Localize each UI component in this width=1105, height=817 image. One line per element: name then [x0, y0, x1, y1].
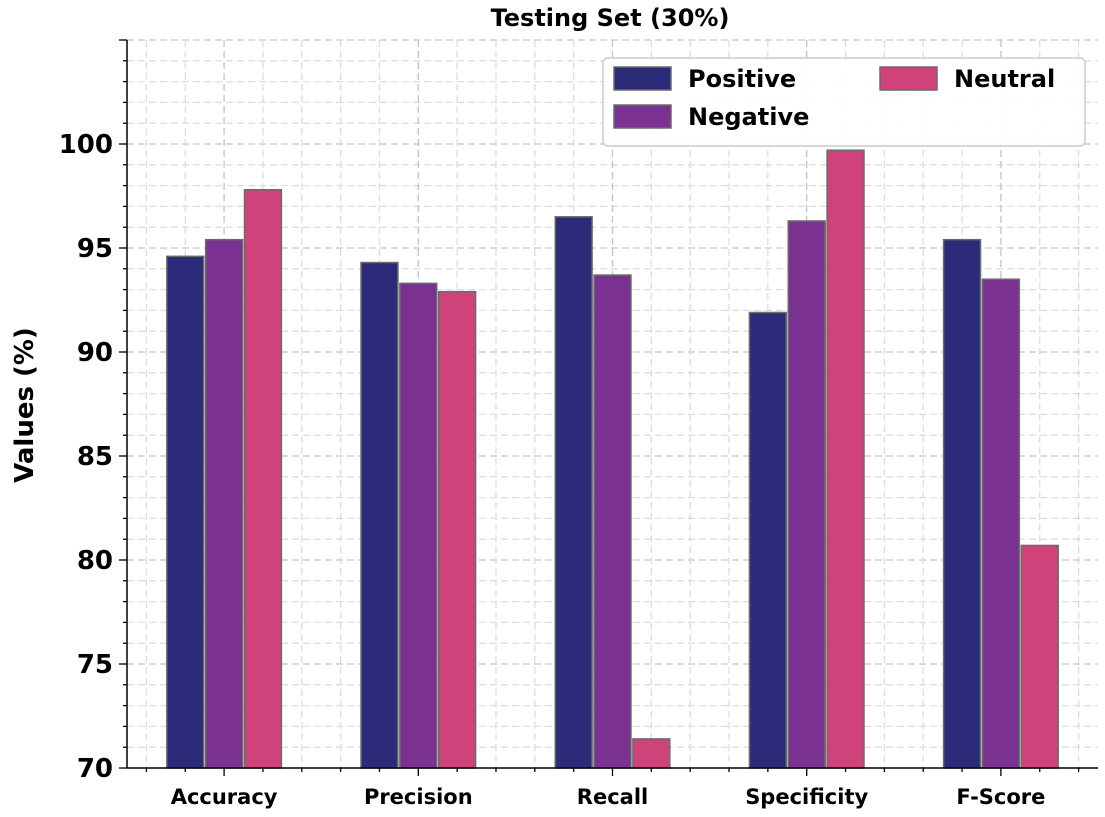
- labels: Testing Set (30%) Values (%): [10, 4, 729, 483]
- legend-box: [602, 57, 1086, 147]
- bar-neutral-f-score: [1020, 544, 1059, 769]
- y-axis-label: Values (%): [10, 327, 40, 483]
- x-tick-label: Accuracy: [171, 785, 278, 809]
- y-tick-label: 75: [77, 650, 113, 680]
- y-tick-label: 100: [59, 130, 113, 160]
- y-tick-label: 80: [77, 546, 113, 576]
- bar-positive-recall: [554, 216, 593, 769]
- bar-positive-precision: [360, 261, 399, 769]
- y-tick-label: 70: [77, 754, 113, 784]
- legend-label-positive: Positive: [688, 65, 796, 93]
- bar-negative-f-score: [981, 278, 1021, 769]
- axes: 70 75 80 85 90 95 100 Accuracy Precision Recall Sp…: [59, 39, 1098, 809]
- y-tick-label: 90: [77, 338, 113, 368]
- bars: [166, 149, 1059, 769]
- bar-negative-accuracy: [204, 238, 244, 769]
- x-tick-label: Recall: [577, 785, 648, 809]
- bar-neutral-specificity: [826, 149, 865, 769]
- bar-negative-precision: [399, 282, 438, 769]
- bar-positive-f-score: [942, 238, 982, 769]
- legend-label-neutral: Neutral: [954, 65, 1055, 93]
- legend-swatch-negative: [613, 104, 672, 129]
- x-tick-label: Specificity: [745, 785, 868, 809]
- bar-positive-specificity: [748, 311, 788, 769]
- bar-negative-recall: [593, 274, 632, 769]
- chart-title: Testing Set (30%): [491, 4, 730, 32]
- bar-neutral-accuracy: [243, 189, 283, 769]
- legend-swatch-positive: [613, 66, 672, 91]
- bar-negative-specificity: [787, 220, 826, 769]
- legend: Positive Negative Neutral: [602, 57, 1086, 147]
- y-tick-label: 85: [77, 442, 113, 472]
- legend-label-negative: Negative: [688, 103, 809, 131]
- x-tick-label: F-Score: [956, 785, 1045, 809]
- bar-positive-accuracy: [166, 255, 205, 769]
- y-tick-label: 95: [77, 234, 113, 264]
- bar-neutral-precision: [437, 290, 477, 769]
- x-tick-label: Precision: [364, 785, 473, 809]
- bar-neutral-recall: [632, 738, 671, 769]
- legend-swatch-neutral: [879, 66, 938, 91]
